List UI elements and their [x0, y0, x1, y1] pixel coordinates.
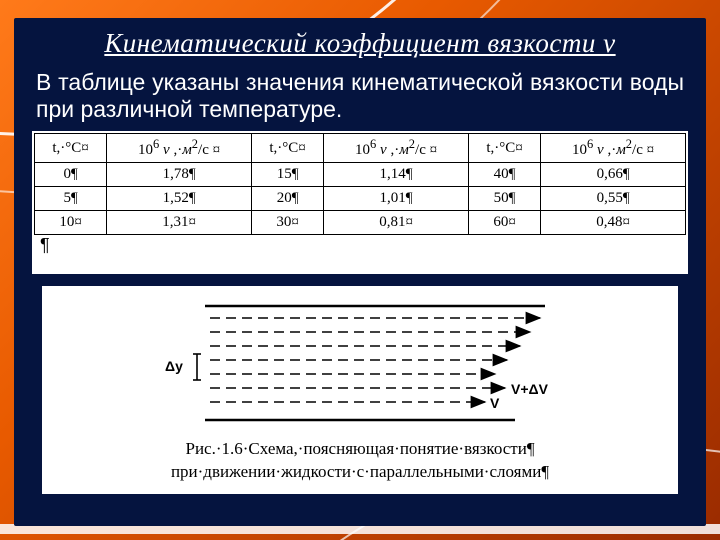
table-header-row: t,·°С¤ 106 ν ,·м2/с ¤ t,·°С¤ 106 ν ,·м2/… — [35, 134, 686, 163]
cell: 1,31¤ — [107, 211, 252, 235]
cell: 1,52¶ — [107, 187, 252, 211]
figure-caption: Рис.·1.6·Схема,·поясняющая·понятие·вязко… — [46, 438, 674, 484]
cell: 20¶ — [251, 187, 323, 211]
cell: 5¶ — [35, 187, 107, 211]
v-plus-dv-label: V+ΔV — [511, 381, 549, 397]
cell: 1,78¶ — [107, 163, 252, 187]
slide-title: Кинематический коэффициент вязкости ν — [14, 18, 706, 63]
cell: 10¤ — [35, 211, 107, 235]
col-nu: 106 ν ,·м2/с ¤ — [541, 134, 686, 163]
flow-layers-diagram: Δy V+ΔV V — [145, 294, 575, 434]
cell: 50¶ — [468, 187, 540, 211]
cell: 30¤ — [251, 211, 323, 235]
cell: 1,01¶ — [324, 187, 469, 211]
cell: 15¶ — [251, 163, 323, 187]
viscosity-table-wrap: t,·°С¤ 106 ν ,·м2/с ¤ t,·°С¤ 106 ν ,·м2/… — [32, 131, 688, 274]
cell: 0¶ — [35, 163, 107, 187]
cell: 60¤ — [468, 211, 540, 235]
cell: 0,81¤ — [324, 211, 469, 235]
table-row: 5¶ 1,52¶ 20¶ 1,01¶ 50¶ 0,55¶ — [35, 187, 686, 211]
col-t: t,·°С¤ — [251, 134, 323, 163]
cell: 0,55¶ — [541, 187, 686, 211]
table-body: 0¶ 1,78¶ 15¶ 1,14¶ 40¶ 0,66¶ 5¶ 1,52¶ 20… — [35, 163, 686, 235]
slide-root: Кинематический коэффициент вязкости ν В … — [0, 0, 720, 540]
v-label: V — [490, 395, 500, 411]
cell: 1,14¶ — [324, 163, 469, 187]
viscosity-table: t,·°С¤ 106 ν ,·м2/с ¤ t,·°С¤ 106 ν ,·м2/… — [34, 133, 686, 235]
cell: 0,48¤ — [541, 211, 686, 235]
col-nu: 106 ν ,·м2/с ¤ — [324, 134, 469, 163]
content-panel: Кинематический коэффициент вязкости ν В … — [14, 18, 706, 526]
figure-wrap: Δy V+ΔV V Рис.·1.6·Схема,·поясняющая·пон… — [42, 286, 678, 494]
cell: 0,66¶ — [541, 163, 686, 187]
col-t: t,·°С¤ — [468, 134, 540, 163]
col-t: t,·°С¤ — [35, 134, 107, 163]
table-row: 0¶ 1,78¶ 15¶ 1,14¶ 40¶ 0,66¶ — [35, 163, 686, 187]
caption-line-2: при·движении·жидкости·с·параллельными·сл… — [171, 462, 549, 481]
pilcrow-mark: ¶ — [34, 235, 686, 256]
table-row: 10¤ 1,31¤ 30¤ 0,81¤ 60¤ 0,48¤ — [35, 211, 686, 235]
intro-paragraph: В таблице указаны значения кинематическо… — [14, 63, 706, 131]
cell: 40¶ — [468, 163, 540, 187]
delta-y-label: Δy — [165, 358, 183, 374]
caption-line-1: Рис.·1.6·Схема,·поясняющая·понятие·вязко… — [185, 439, 534, 458]
col-nu: 106 ν ,·м2/с ¤ — [107, 134, 252, 163]
